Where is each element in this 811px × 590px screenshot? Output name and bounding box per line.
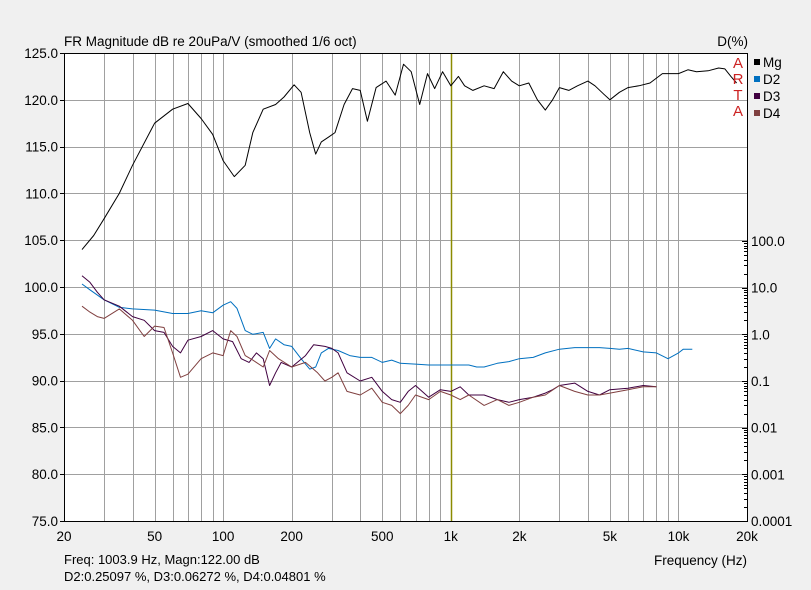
- y-tick-label: 100.0: [24, 280, 58, 295]
- x-tick-label: 20k: [736, 529, 758, 544]
- x-tick-label: 500: [371, 529, 394, 544]
- watermark-letter: R: [733, 71, 744, 88]
- y2-tick-label: 100.0: [751, 234, 785, 249]
- series-line-d3: [81, 275, 657, 403]
- legend-swatch-d3: [754, 93, 760, 99]
- series-group: [81, 63, 737, 415]
- status-readout-frequency: Freq: 1003.9 Hz, Magn:122.00 dB: [64, 552, 260, 567]
- watermark-letter: T: [733, 87, 742, 104]
- y-axis-left: 125.0 120.0 115.0 110.0 105.0 100.0 95.0 90.0 85…: [24, 46, 64, 529]
- series-line-d2: [81, 283, 693, 370]
- y2-tick-label: 0.1: [751, 374, 770, 389]
- x-tick-label: 100: [212, 529, 235, 544]
- y2-tick-label: 1.0: [751, 327, 770, 342]
- x-tick-label: 1k: [444, 529, 459, 544]
- y-tick-label: 125.0: [24, 46, 58, 61]
- legend-label-d3: D3: [763, 89, 780, 104]
- x-tick-label: 20: [56, 529, 71, 544]
- plot-frame: [64, 53, 748, 522]
- y-tick-label: 95.0: [32, 327, 58, 342]
- legend-label-mg: Mg: [763, 55, 782, 70]
- y-tick-label: 110.0: [25, 186, 58, 201]
- x-axis-label: Frequency (Hz): [654, 553, 747, 568]
- y-tick-label: 105.0: [24, 233, 58, 248]
- series-line-d4: [81, 305, 657, 415]
- y-tick-label: 75.0: [32, 514, 58, 529]
- x-tick-label: 10k: [668, 529, 690, 544]
- x-tick-label: 50: [147, 529, 162, 544]
- x-tick-label: 2k: [512, 529, 527, 544]
- y-tick-label: 120.0: [24, 93, 58, 108]
- x-axis: 20 50 100 200 500 1k 2k 5k 10k 20k: [56, 529, 758, 544]
- status-readout-distortion: D2:0.25097 %, D3:0.06272 %, D4:0.04801 %: [64, 569, 326, 584]
- y2-tick-label: 0.0001: [751, 514, 792, 529]
- y-axis-right: 100.0 10.0 1.0 0.1 0.01 0.001 0.0001: [742, 234, 792, 529]
- legend-swatch-d2: [754, 76, 760, 82]
- y2-tick-label: 10.0: [751, 281, 777, 296]
- legend-swatch-d4: [754, 110, 760, 116]
- chart-title: FR Magnitude dB re 20uPa/V (smoothed 1/6…: [64, 34, 357, 49]
- grid-lines: [64, 53, 747, 521]
- legend-swatch-mg: [754, 59, 760, 65]
- right-axis-title: D(%): [717, 34, 748, 49]
- series-line-mg: [81, 63, 737, 250]
- legend-label-d2: D2: [763, 72, 780, 87]
- x-tick-label: 5k: [603, 529, 618, 544]
- y-tick-label: 115.0: [25, 140, 58, 155]
- y-tick-label: 90.0: [32, 374, 58, 389]
- legend: Mg D2 D3 D4: [754, 55, 782, 121]
- y2-tick-label: 0.01: [751, 421, 777, 436]
- y-tick-label: 85.0: [32, 420, 58, 435]
- legend-label-d4: D4: [763, 106, 781, 121]
- y2-tick-label: 0.001: [751, 467, 785, 482]
- watermark-letter: A: [733, 103, 743, 120]
- y-tick-label: 80.0: [32, 467, 58, 482]
- x-tick-label: 200: [280, 529, 303, 544]
- watermark-letter: A: [733, 55, 743, 72]
